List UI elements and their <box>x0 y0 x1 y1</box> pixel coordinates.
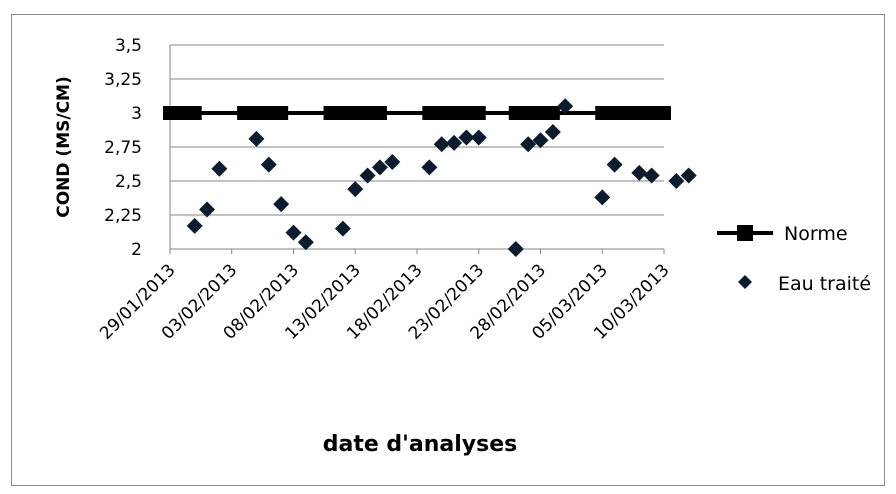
y-tick-label: 2 <box>131 240 142 260</box>
eau-traite-point <box>371 159 388 176</box>
eau-traite-point <box>520 136 537 153</box>
norme-point <box>261 106 276 120</box>
legend: Norme Eau traité <box>717 223 871 295</box>
norme-point <box>619 106 634 120</box>
x-axis-label: date d'analyses <box>323 432 518 457</box>
legend-eau-marker <box>738 275 752 289</box>
norme-point <box>657 106 671 120</box>
norme-point <box>175 106 190 120</box>
norme-point <box>644 106 659 120</box>
y-tick-label: 2,25 <box>104 206 142 226</box>
norme-point <box>163 106 177 120</box>
series-eau-traite <box>186 98 697 257</box>
norme-point <box>521 106 536 120</box>
norme-point <box>323 106 338 120</box>
norme-point <box>471 106 486 120</box>
norme-point <box>508 106 523 120</box>
eau-traite-point <box>285 224 302 241</box>
norme-point <box>187 106 202 120</box>
norme-point <box>348 106 363 120</box>
eau-traite-point <box>557 98 574 115</box>
norme-point <box>459 106 474 120</box>
eau-traite-point <box>668 173 685 189</box>
eau-traite-point <box>532 132 549 149</box>
norme-point <box>533 106 548 120</box>
eau-traite-point <box>260 156 277 173</box>
series-norme <box>163 106 671 120</box>
norme-point <box>274 106 289 120</box>
norme-point <box>335 106 350 120</box>
eau-traite-point <box>594 189 611 206</box>
eau-traite-point <box>680 167 697 184</box>
eau-traite-point <box>359 167 376 184</box>
eau-traite-point <box>446 134 463 151</box>
eau-traite-point <box>211 160 228 177</box>
eau-traite-point <box>631 164 648 181</box>
y-tick-label: 3 <box>131 104 142 124</box>
y-tick-label: 2,5 <box>115 172 142 192</box>
eau-traite-point <box>433 136 450 153</box>
eau-traite-point <box>384 153 401 170</box>
eau-traite-point <box>248 130 265 147</box>
norme-point <box>422 106 437 120</box>
norme-point <box>595 106 610 120</box>
eau-traite-point <box>606 156 623 173</box>
y-tick-label: 2,75 <box>104 138 142 158</box>
eau-traite-point <box>273 196 290 213</box>
norme-point <box>360 106 375 120</box>
y-tick-labels: 2 2,25 2,5 2,75 3 3,25 3,5 <box>104 36 142 260</box>
norme-point <box>545 106 560 120</box>
y-tick-label: 3,5 <box>115 36 142 56</box>
y-axis-label: COND (MS/CM) <box>54 76 74 218</box>
eau-traite-point <box>544 124 561 141</box>
eau-traite-point <box>297 234 314 251</box>
eau-traite-point <box>347 181 364 198</box>
norme-point <box>237 106 252 120</box>
eau-traite-point <box>507 241 524 257</box>
eau-traite-point <box>199 201 216 218</box>
norme-point <box>447 106 462 120</box>
legend-norme-marker <box>717 225 773 241</box>
eau-traite-point <box>470 129 487 146</box>
eau-traite-point <box>334 220 351 237</box>
legend-eau-label: Eau traité <box>778 273 871 295</box>
norme-point <box>607 106 622 120</box>
norme-point <box>632 106 647 120</box>
eau-traite-point <box>643 167 660 184</box>
chart-border <box>11 14 885 486</box>
y-tick-label: 3,25 <box>104 70 142 90</box>
eau-traite-point <box>458 129 475 146</box>
norme-point <box>249 106 264 120</box>
legend-norme-label: Norme <box>784 223 848 245</box>
norme-point <box>434 106 449 120</box>
norme-point <box>372 106 387 120</box>
eau-traite-point <box>186 217 203 234</box>
eau-traite-point <box>421 159 438 176</box>
